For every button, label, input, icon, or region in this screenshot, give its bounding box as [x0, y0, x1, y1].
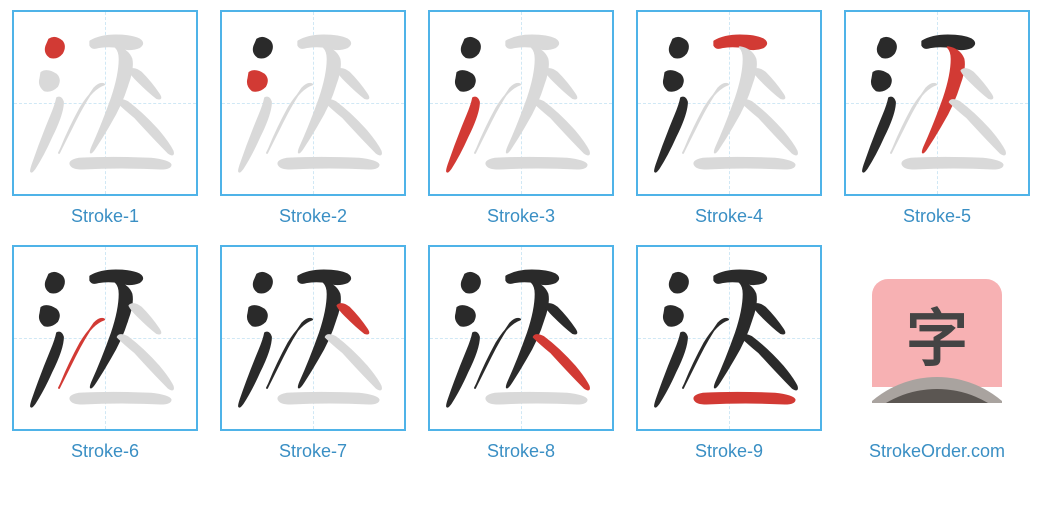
logo-pencil-tip: [872, 375, 1002, 403]
logo-card: 字: [872, 279, 1002, 387]
site-logo: 字: [872, 273, 1002, 403]
stroke-cell-2: Stroke-2: [218, 10, 408, 227]
stroke-grid: Stroke-1 Stroke-2 Stroke-3 Stroke-4 Stroke-5…: [10, 10, 1040, 462]
stroke-cell-3: Stroke-3: [426, 10, 616, 227]
stroke-box: [12, 245, 198, 431]
stroke-label: Stroke-7: [279, 441, 347, 462]
stroke-cell-5: Stroke-5: [842, 10, 1032, 227]
stroke-label: Stroke-8: [487, 441, 555, 462]
stroke-cell-4: Stroke-4: [634, 10, 824, 227]
stroke-box: [12, 10, 198, 196]
stroke-cell-8: Stroke-8: [426, 245, 616, 462]
logo-cell: 字 StrokeOrder.com: [842, 245, 1032, 462]
stroke-cell-1: Stroke-1: [10, 10, 200, 227]
stroke-label: Stroke-6: [71, 441, 139, 462]
stroke-label: Stroke-3: [487, 206, 555, 227]
stroke-label: Stroke-1: [71, 206, 139, 227]
stroke-cell-6: Stroke-6: [10, 245, 200, 462]
stroke-box: [220, 10, 406, 196]
stroke-label: Stroke-2: [279, 206, 347, 227]
stroke-label: Stroke-4: [695, 206, 763, 227]
stroke-box: [636, 10, 822, 196]
stroke-box: [636, 245, 822, 431]
stroke-label: Stroke-9: [695, 441, 763, 462]
stroke-box: [844, 10, 1030, 196]
stroke-cell-7: Stroke-7: [218, 245, 408, 462]
stroke-cell-9: Stroke-9: [634, 245, 824, 462]
stroke-box: [428, 10, 614, 196]
stroke-label: Stroke-5: [903, 206, 971, 227]
logo-label: StrokeOrder.com: [869, 441, 1005, 462]
logo-wrap: 字: [844, 245, 1030, 431]
stroke-box: [220, 245, 406, 431]
logo-char: 字: [906, 288, 968, 378]
stroke-box: [428, 245, 614, 431]
